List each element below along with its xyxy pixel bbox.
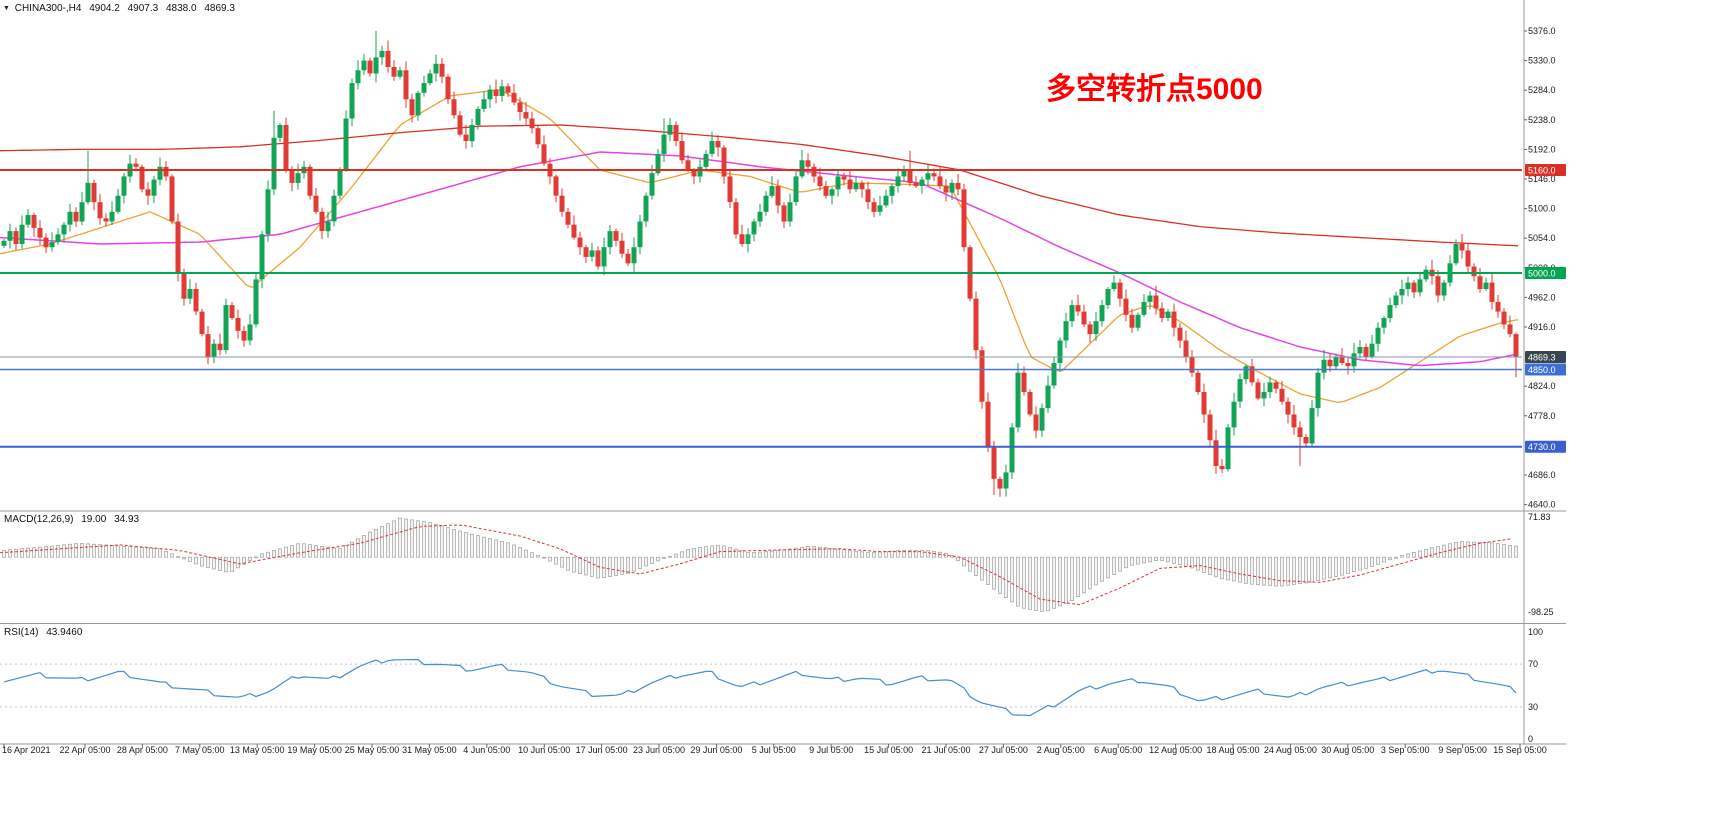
macd-axis-min: -98.25 (1528, 607, 1554, 617)
macd-axis-max: 71.83 (1528, 512, 1551, 522)
rsi-pane: 100 70 30 0 (0, 627, 1543, 744)
price-tick-label: 4686.0 (1528, 470, 1556, 480)
time-axis-label: 24 Aug 05:00 (1264, 745, 1317, 755)
rsi-value: 43.9460 (46, 627, 83, 638)
time-axis-label: 13 May 05:00 (230, 745, 285, 755)
price-tick-label: 5100.0 (1528, 204, 1556, 214)
time-axis-label: 23 Jun 05:00 (633, 745, 685, 755)
svg-text:4850.0: 4850.0 (1528, 365, 1556, 375)
time-axis-label: 15 Sep 05:00 (1493, 745, 1547, 755)
price-axis[interactable]: 5376.0 5330.0 5284.0 5238.0 5192.0 5146.0 5100… (1524, 26, 1566, 510)
price-badge-5000.0: 5000.0 (1525, 266, 1566, 279)
rsi-axis-label: 30 (1528, 702, 1538, 712)
price-tick-label: 5376.0 (1528, 26, 1556, 36)
price-tick-label: 5284.0 (1528, 85, 1556, 95)
candlestick-series (1, 31, 1519, 497)
symbol-name: CHINA300-,H4 (14, 3, 82, 14)
macd-pane: 71.83 -98.25 (0, 512, 1554, 617)
time-axis-label: 21 Jul 05:00 (921, 745, 970, 755)
price-tick-label: 4962.0 (1528, 292, 1556, 302)
time-axis-label: 2 Aug 05:00 (1037, 745, 1085, 755)
ohlc-open: 4904.2 (89, 3, 120, 14)
time-axis-label: 15 Jul 05:00 (864, 745, 913, 755)
ohlc-high: 4907.3 (127, 3, 159, 14)
time-axis-label: 9 Jul 05:00 (809, 745, 853, 755)
rsi-axis-label: 0 (1528, 734, 1533, 744)
price-badge-4869.3: 4869.3 (1525, 351, 1566, 364)
time-axis-label: 9 Sep 05:00 (1438, 745, 1487, 755)
time-axis-label: 4 Jun 05:00 (463, 745, 510, 755)
symbol-legend: ▼ CHINA300-,H4 4904.2 4907.3 4838.0 4869… (3, 3, 240, 14)
price-tick-label: 4916.0 (1528, 322, 1556, 332)
time-axis-label: 5 Jul 05:00 (752, 745, 796, 755)
svg-text:5000.0: 5000.0 (1528, 268, 1556, 278)
svg-text:4730.0: 4730.0 (1528, 442, 1556, 452)
time-axis-label: 6 Aug 05:00 (1094, 745, 1142, 755)
ohlc-low: 4838.0 (165, 3, 197, 14)
time-axis-label: 28 Apr 05:00 (117, 745, 168, 755)
rsi-axis-label: 100 (1528, 627, 1543, 637)
price-tick-label: 4824.0 (1528, 381, 1556, 391)
ma-magenta-line (0, 151, 1519, 367)
pane-separators (0, 0, 1566, 745)
macd-signal-line (0, 524, 1513, 606)
time-axis-label: 3 Sep 05:00 (1381, 745, 1430, 755)
rsi-legend: RSI(14) 43.9460 (4, 627, 87, 638)
svg-text:5160.0: 5160.0 (1528, 165, 1556, 175)
time-axis-label: 18 Aug 05:00 (1206, 745, 1259, 755)
price-tick-label: 4640.0 (1528, 500, 1556, 510)
time-axis-label: 10 Jun 05:00 (518, 745, 570, 755)
time-axis-label: 25 May 05:00 (345, 745, 400, 755)
rsi-axis-label: 70 (1528, 659, 1538, 669)
chart-annotation-text: 多空转折点5000 (1046, 73, 1263, 106)
moving-average-lines (0, 89, 1519, 404)
macd-name: MACD(12,26,9) (4, 514, 74, 525)
price-tick-label: 5146.0 (1528, 174, 1556, 184)
time-axis-label: 17 Jun 05:00 (576, 745, 628, 755)
price-tick-label: 5192.0 (1528, 144, 1556, 154)
price-badge-4730.0: 4730.0 (1525, 440, 1566, 453)
macd-value-main: 19.00 (81, 514, 107, 525)
time-axis-label: 12 Aug 05:00 (1149, 745, 1202, 755)
price-tick-label: 4778.0 (1528, 411, 1556, 421)
time-axis-label: 29 Jun 05:00 (690, 745, 742, 755)
svg-text:4869.3: 4869.3 (1528, 353, 1556, 363)
horizontal-levels (0, 168, 1522, 448)
ohlc-close: 4869.3 (204, 3, 235, 14)
rsi-line (3, 658, 1517, 717)
time-axis-label: 7 May 05:00 (175, 745, 225, 755)
macd-value-signal: 34.93 (114, 514, 140, 525)
time-axis-label: 31 May 05:00 (402, 745, 457, 755)
time-axis-label: 16 Apr 2021 (2, 745, 51, 755)
price-badge-5160.0: 5160.0 (1525, 163, 1566, 176)
symbol-marker-icon: ▼ (3, 5, 10, 12)
rsi-name: RSI(14) (4, 627, 39, 638)
price-tick-label: 5054.0 (1528, 233, 1556, 243)
macd-legend: MACD(12,26,9) 19.00 34.93 (4, 514, 144, 525)
time-axis-label: 27 Jul 05:00 (979, 745, 1028, 755)
time-axis-label: 19 May 05:00 (287, 745, 342, 755)
price-tick-label: 5238.0 (1528, 115, 1556, 125)
ma-red-line (0, 124, 1519, 247)
ma-orange-line (0, 89, 1519, 404)
time-axis-label: 30 Aug 05:00 (1321, 745, 1374, 755)
price-tick-label: 5330.0 (1528, 56, 1556, 66)
price-badge-4850.0: 4850.0 (1525, 363, 1566, 376)
time-axis[interactable]: 16 Apr 2021 22 Apr 05:00 28 Apr 05:00 7 May… (2, 744, 1547, 755)
time-axis-label: 22 Apr 05:00 (59, 745, 110, 755)
